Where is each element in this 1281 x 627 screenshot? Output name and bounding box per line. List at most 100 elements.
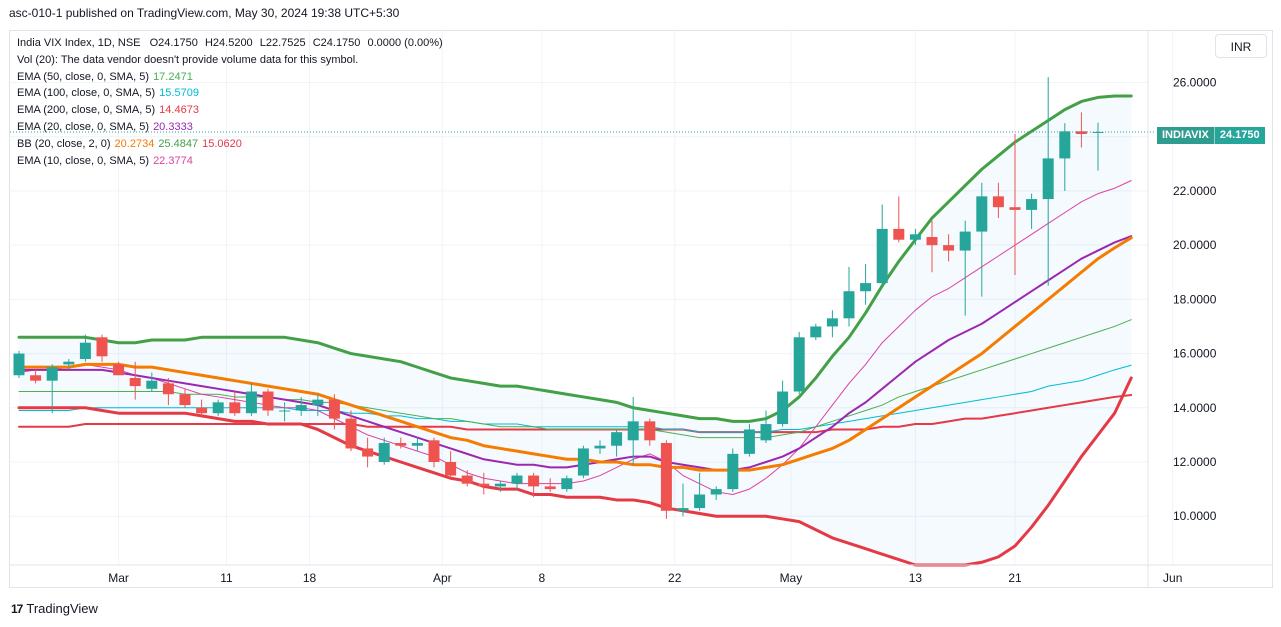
candle-body[interactable] bbox=[345, 418, 357, 449]
candle-body[interactable] bbox=[113, 364, 125, 376]
x-tick-label: 22 bbox=[668, 571, 682, 585]
candle-body[interactable] bbox=[959, 231, 971, 251]
series-line-bb-upper bbox=[17, 94, 1133, 423]
candle-body[interactable] bbox=[976, 196, 988, 232]
y-tick-label: 14.0000 bbox=[1173, 401, 1217, 415]
candle-body[interactable] bbox=[810, 326, 822, 338]
candle-body[interactable] bbox=[660, 443, 672, 511]
candle-body[interactable] bbox=[611, 432, 623, 446]
candle-body[interactable] bbox=[30, 375, 42, 381]
candle-body[interactable] bbox=[461, 475, 473, 484]
last-price-symbol: INDIAVIX bbox=[1157, 127, 1215, 144]
candle-body[interactable] bbox=[561, 478, 573, 490]
x-tick-label: 11 bbox=[220, 571, 233, 585]
candle-body[interactable] bbox=[245, 391, 257, 414]
candle-body[interactable] bbox=[63, 361, 75, 365]
indicator-name: EMA (200, close, 0, SMA, 5) bbox=[17, 104, 156, 117]
candle-body[interactable] bbox=[1042, 158, 1054, 200]
y-tick-label: 10.0000 bbox=[1173, 509, 1217, 523]
candle-body[interactable] bbox=[860, 283, 872, 292]
indicator-value: 20.2734 bbox=[114, 137, 155, 150]
indicator-value: 15.5709 bbox=[159, 87, 199, 100]
candle-body[interactable] bbox=[1059, 131, 1071, 159]
candle-body[interactable] bbox=[760, 424, 772, 441]
indicator-value: 15.0620 bbox=[202, 137, 242, 150]
last-price-label: INDIAVIX 24.1750 bbox=[1157, 127, 1265, 144]
candle-body[interactable] bbox=[743, 429, 755, 454]
candle-body[interactable] bbox=[1026, 199, 1038, 210]
candle-body[interactable] bbox=[395, 443, 407, 446]
candle-body[interactable] bbox=[428, 440, 440, 462]
candle-body[interactable] bbox=[229, 402, 241, 414]
candle-body[interactable] bbox=[179, 394, 191, 406]
x-tick-label: 18 bbox=[303, 571, 317, 585]
candle-body[interactable] bbox=[46, 367, 58, 381]
x-tick-label: Jun bbox=[1163, 571, 1182, 585]
x-tick-label: 8 bbox=[539, 571, 546, 585]
candle-body[interactable] bbox=[577, 448, 589, 476]
candle-body[interactable] bbox=[445, 461, 457, 476]
currency-button[interactable]: INR bbox=[1215, 34, 1267, 58]
candle-body[interactable] bbox=[677, 508, 689, 511]
candle-body[interactable] bbox=[212, 402, 224, 414]
candle-body[interactable] bbox=[777, 391, 789, 425]
candle-body[interactable] bbox=[644, 421, 656, 441]
candle-body[interactable] bbox=[876, 228, 888, 284]
candle-body[interactable] bbox=[146, 380, 158, 389]
candle-body[interactable] bbox=[478, 483, 490, 487]
published-header: asc-010-1 published on TradingView.com, … bbox=[9, 6, 400, 20]
candle-body[interactable] bbox=[528, 475, 540, 487]
candle-body[interactable] bbox=[843, 291, 855, 319]
candle-body[interactable] bbox=[544, 486, 556, 490]
candle-body[interactable] bbox=[727, 453, 739, 490]
y-tick-label: 22.0000 bbox=[1173, 184, 1217, 198]
indicator-row[interactable]: EMA (200, close, 0, SMA, 5) 14.4673 bbox=[17, 102, 443, 119]
series-line-bb-basis bbox=[17, 236, 1133, 472]
candle-body[interactable] bbox=[129, 377, 141, 387]
candle-body[interactable] bbox=[328, 399, 340, 419]
candle-body[interactable] bbox=[1092, 131, 1104, 133]
candle-body[interactable] bbox=[909, 234, 921, 240]
candle-body[interactable] bbox=[13, 353, 25, 376]
candle-body[interactable] bbox=[992, 196, 1004, 208]
candle-body[interactable] bbox=[312, 399, 324, 406]
candle-body[interactable] bbox=[79, 342, 91, 359]
candle-body[interactable] bbox=[694, 494, 706, 509]
ohlc-open: O24.1750 bbox=[149, 37, 198, 49]
candle-body[interactable] bbox=[279, 410, 291, 412]
candle-body[interactable] bbox=[494, 483, 506, 487]
candle-body[interactable] bbox=[1009, 207, 1021, 210]
candle-body[interactable] bbox=[295, 405, 307, 411]
legend-symbol-row[interactable]: India VIX Index, 1D, NSE O24.1750 H24.52… bbox=[17, 35, 443, 52]
candle-body[interactable] bbox=[943, 245, 955, 251]
candle-body[interactable] bbox=[893, 228, 905, 240]
candle-body[interactable] bbox=[162, 383, 174, 395]
candle-body[interactable] bbox=[594, 445, 606, 449]
indicator-row[interactable]: EMA (100, close, 0, SMA, 5) 15.5709 bbox=[17, 85, 443, 102]
candle-body[interactable] bbox=[627, 421, 639, 441]
candle-body[interactable] bbox=[511, 475, 523, 484]
candle-body[interactable] bbox=[793, 337, 805, 392]
legend-volume-row[interactable]: Vol (20): The data vendor doesn't provid… bbox=[17, 53, 359, 66]
ohlc-change: 0.0000 (0.00%) bbox=[367, 37, 443, 49]
candle-body[interactable] bbox=[826, 318, 838, 327]
y-tick-label: 18.0000 bbox=[1173, 292, 1217, 306]
candle-body[interactable] bbox=[196, 407, 208, 414]
indicator-name: EMA (10, close, 0, SMA, 5) bbox=[17, 154, 150, 167]
candle-body[interactable] bbox=[378, 443, 390, 462]
candle-body[interactable] bbox=[96, 337, 108, 357]
tradingview-logo-icon: 17 bbox=[11, 601, 23, 616]
indicator-row[interactable]: EMA (20, close, 0, SMA, 5) 20.3333 bbox=[17, 119, 443, 136]
candle-body[interactable] bbox=[362, 448, 374, 457]
candle-body[interactable] bbox=[1075, 131, 1087, 135]
candle-body[interactable] bbox=[926, 237, 938, 246]
indicator-row[interactable]: EMA (50, close, 0, SMA, 5) 17.2471 bbox=[17, 69, 443, 86]
candle-body[interactable] bbox=[262, 391, 274, 411]
indicator-row[interactable]: BB (20, close, 2, 0) 20.2734 25.4847 15.062… bbox=[17, 136, 443, 153]
indicator-row[interactable]: EMA (10, close, 0, SMA, 5) 22.3774 bbox=[17, 153, 443, 170]
tradingview-footer[interactable]: 17 TradingView bbox=[11, 601, 98, 616]
candle-body[interactable] bbox=[411, 443, 423, 446]
candle-body[interactable] bbox=[710, 489, 722, 495]
chart-legend: India VIX Index, 1D, NSE O24.1750 H24.52… bbox=[17, 35, 443, 169]
